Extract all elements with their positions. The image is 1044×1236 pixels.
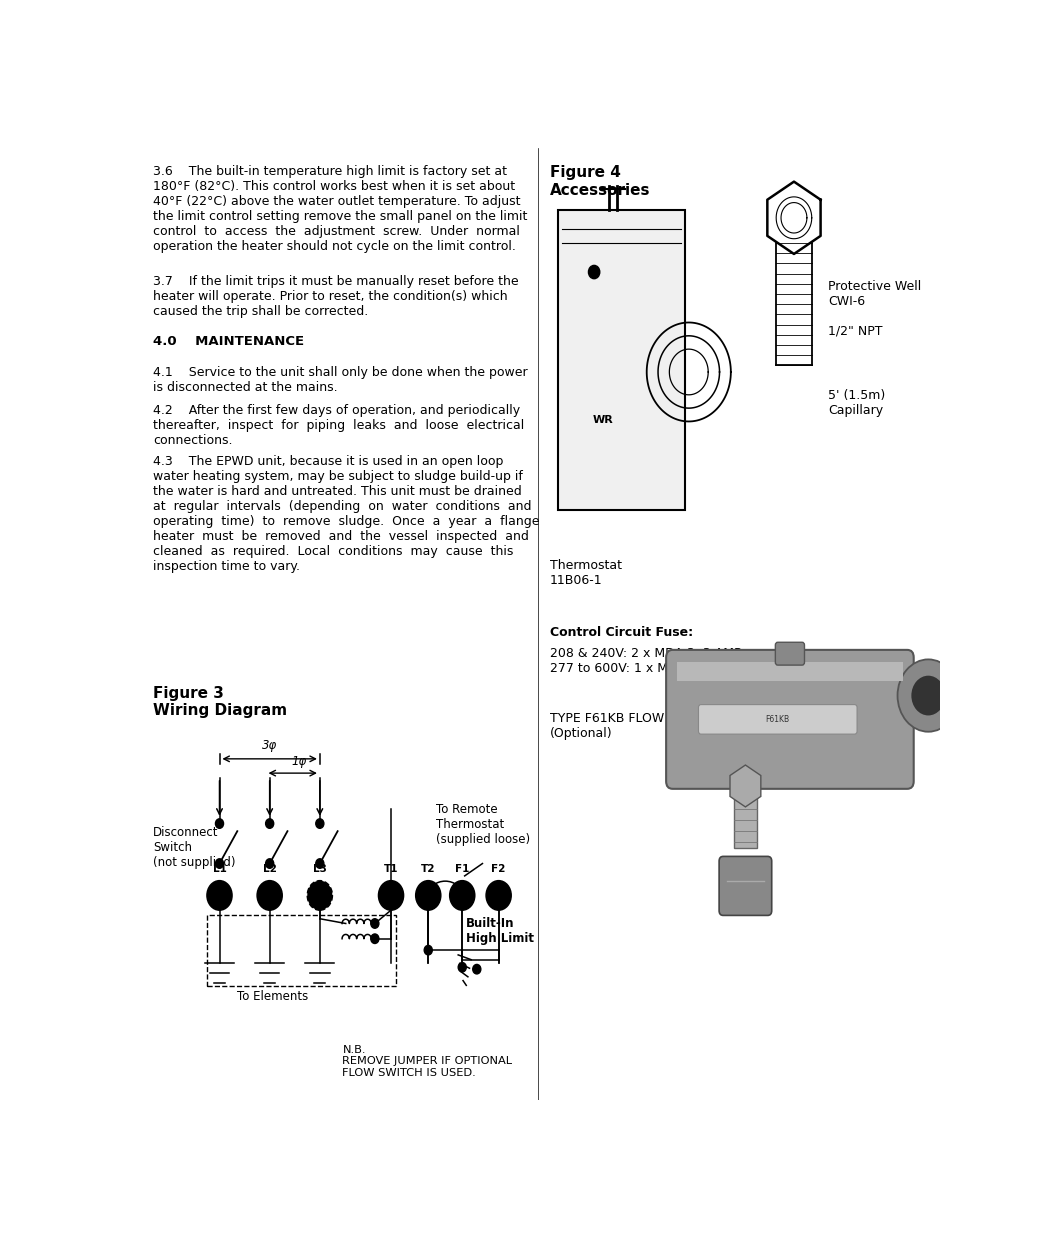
Circle shape <box>215 859 223 869</box>
Text: L2: L2 <box>263 864 277 874</box>
Text: F2: F2 <box>492 864 506 874</box>
Text: L1: L1 <box>213 864 227 874</box>
FancyBboxPatch shape <box>698 705 857 734</box>
Polygon shape <box>730 765 761 807</box>
FancyBboxPatch shape <box>776 643 805 665</box>
Text: To Elements: To Elements <box>237 990 309 1002</box>
Text: T1: T1 <box>384 864 398 874</box>
Circle shape <box>379 881 404 910</box>
FancyBboxPatch shape <box>568 382 637 457</box>
Circle shape <box>487 881 512 910</box>
Text: 5' (1.5m)
Capillary: 5' (1.5m) Capillary <box>828 389 885 417</box>
Text: 4.1    Service to the unit shall only be done when the power
is disconnected at : 4.1 Service to the unit shall only be do… <box>153 366 528 394</box>
Text: F1: F1 <box>455 864 470 874</box>
Circle shape <box>473 964 481 974</box>
Text: N.B.
REMOVE JUMPER IF OPTIONAL
FLOW SWITCH IS USED.: N.B. REMOVE JUMPER IF OPTIONAL FLOW SWIT… <box>342 1044 513 1078</box>
Circle shape <box>898 659 959 732</box>
Circle shape <box>257 881 282 910</box>
Bar <box>208 915 396 986</box>
Text: 3φ: 3φ <box>262 739 278 753</box>
Circle shape <box>911 676 945 716</box>
Text: Thermostat
11B06-1: Thermostat 11B06-1 <box>549 560 621 587</box>
Bar <box>677 662 903 681</box>
Text: F61KB: F61KB <box>765 714 790 724</box>
Text: Built-In
High Limit: Built-In High Limit <box>467 917 535 946</box>
Text: 3.7    If the limit trips it must be manually reset before the
heater will opera: 3.7 If the limit trips it must be manual… <box>153 274 519 318</box>
Text: L3: L3 <box>313 864 327 874</box>
Text: Protective Well
CWI-6

1/2" NPT: Protective Well CWI-6 1/2" NPT <box>828 279 921 337</box>
Polygon shape <box>594 400 611 419</box>
Circle shape <box>215 818 223 828</box>
Circle shape <box>307 881 332 910</box>
Text: T2: T2 <box>421 864 435 874</box>
Bar <box>616 653 920 981</box>
Circle shape <box>265 818 274 828</box>
Text: 4.3    The EPWD unit, because it is used in an open loop
water heating system, m: 4.3 The EPWD unit, because it is used in… <box>153 455 540 572</box>
Circle shape <box>589 266 599 278</box>
Circle shape <box>416 881 441 910</box>
Text: TYPE F61KB FLOW SWITCH
(Optional): TYPE F61KB FLOW SWITCH (Optional) <box>549 712 717 739</box>
Circle shape <box>424 946 432 955</box>
FancyBboxPatch shape <box>719 857 772 916</box>
Bar <box>557 210 685 510</box>
Text: 208 & 240V: 2 x MDA 3, 3 AMP,
277 to 600V: 1 x MDA 5, 5 AMP: 208 & 240V: 2 x MDA 3, 3 AMP, 277 to 600… <box>549 646 745 675</box>
Text: 4.2    After the first few days of operation, and periodically
thereafter,  insp: 4.2 After the first few days of operatio… <box>153 404 524 447</box>
Text: To Remote
Thermostat
(supplied loose): To Remote Thermostat (supplied loose) <box>436 803 530 847</box>
Circle shape <box>315 859 324 869</box>
Circle shape <box>315 818 324 828</box>
Text: Figure 3
Wiring Diagram: Figure 3 Wiring Diagram <box>153 686 287 718</box>
Circle shape <box>458 963 467 971</box>
Circle shape <box>371 934 379 943</box>
Text: 3.6    The built-in temperature high limit is factory set at
180°F (82°C). This : 3.6 The built-in temperature high limit … <box>153 166 527 253</box>
Bar <box>734 781 757 848</box>
Text: Disconnect
Switch
(not supplied): Disconnect Switch (not supplied) <box>153 826 236 869</box>
Circle shape <box>371 918 379 928</box>
Text: WR: WR <box>592 414 613 424</box>
Text: 1φ: 1φ <box>291 755 307 769</box>
Circle shape <box>265 859 274 869</box>
Text: Control Circuit Fuse:: Control Circuit Fuse: <box>549 627 693 639</box>
Circle shape <box>450 881 475 910</box>
Text: 4.0    MAINTENANCE: 4.0 MAINTENANCE <box>153 335 304 347</box>
Text: Figure 4
Accessories: Figure 4 Accessories <box>549 166 650 198</box>
FancyBboxPatch shape <box>666 650 914 789</box>
Circle shape <box>207 881 232 910</box>
